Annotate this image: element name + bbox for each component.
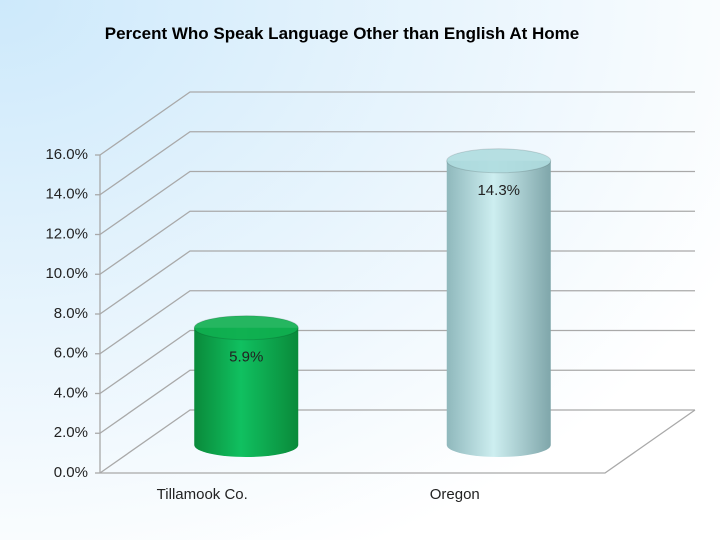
- bar: [194, 327, 299, 458]
- y-tick-label: 16.0%: [45, 146, 88, 163]
- grid-line: [99, 210, 695, 275]
- y-tick-label: 10.0%: [45, 265, 88, 282]
- y-tick-label: 6.0%: [54, 345, 88, 362]
- grid-line: [99, 91, 695, 156]
- x-tick-label: Tillamook Co.: [157, 486, 248, 503]
- grid-line: [99, 170, 695, 236]
- grid-line: [99, 290, 695, 355]
- y-tick-label: 2.0%: [54, 424, 88, 441]
- y-tick-label: 8.0%: [54, 305, 88, 322]
- grid-line: [99, 409, 695, 474]
- value-label: 5.9%: [229, 349, 263, 366]
- bar-top: [193, 315, 299, 341]
- y-tick-label: 4.0%: [54, 384, 88, 401]
- bar: [446, 160, 551, 458]
- y-tick-label: 0.0%: [54, 464, 88, 481]
- grid-line: [99, 250, 695, 315]
- chart-title: Percent Who Speak Language Other than En…: [104, 24, 580, 43]
- y-tick-label: 14.0%: [45, 186, 88, 203]
- grid-line: [99, 131, 695, 196]
- y-tick-label: 12.0%: [45, 225, 88, 242]
- grid-line: [99, 329, 695, 395]
- value-label: 14.3%: [477, 182, 520, 199]
- grid-line: [99, 369, 695, 434]
- floor: [100, 409, 696, 474]
- x-tick-label: Oregon: [430, 486, 480, 503]
- bar-top: [446, 148, 552, 174]
